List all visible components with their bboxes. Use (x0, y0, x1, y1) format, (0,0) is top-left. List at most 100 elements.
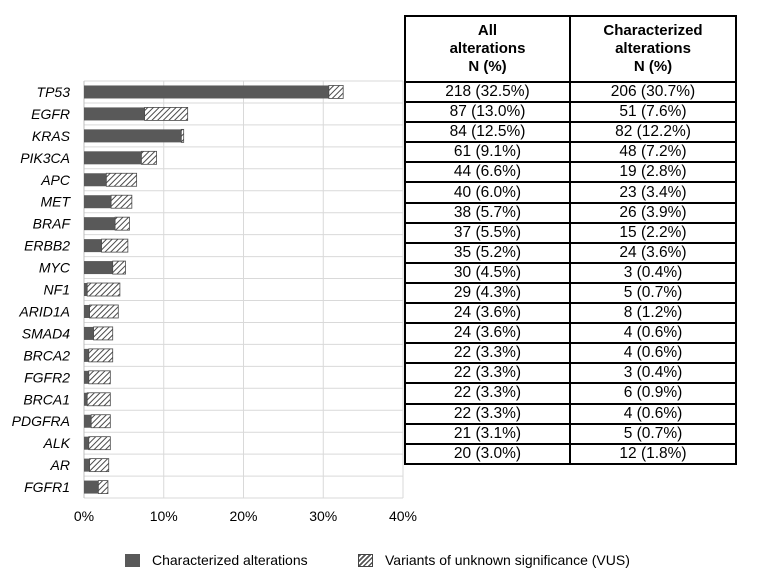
bar-segment-vus (180, 128, 185, 143)
table-row: 84 (12.5%) 82 (12.2%) (404, 121, 737, 144)
x-axis-ticks: 0% 10% 20% 30% 40% (74, 508, 417, 524)
cell-all-alterations: 21 (3.1%) (404, 422, 571, 445)
table-row: 21 (3.1%) 5 (0.7%) (404, 422, 737, 445)
cell-characterized-alterations: 3 (0.4%) (569, 261, 737, 284)
bar-segment-characterized (84, 151, 142, 165)
category-label: PIK3CA (20, 150, 70, 166)
bar-segment-vus (97, 480, 109, 494)
cell-characterized-alterations: 82 (12.2%) (569, 121, 737, 144)
category-label: BRCA1 (23, 391, 70, 407)
cell-characterized-alterations: 48 (7.2%) (569, 141, 737, 164)
header-all-alterations: All alterations N (%) (404, 15, 571, 83)
legend-label: Characterized alterations (152, 552, 308, 568)
bar-segment-vus (90, 414, 111, 429)
x-tick-label: 20% (229, 508, 257, 524)
bar-segment-characterized (84, 173, 107, 187)
bar-segment-vus (86, 282, 121, 297)
table-row: 22 (3.3%) 4 (0.6%) (404, 402, 737, 425)
bar-segment-vus (110, 194, 133, 209)
cell-characterized-alterations: 4 (0.6%) (569, 342, 737, 365)
table-row: 22 (3.3%) 6 (0.9%) (404, 382, 737, 405)
cell-all-alterations: 22 (3.3%) (404, 382, 571, 405)
header-line: Characterized (603, 22, 703, 39)
category-label: SMAD4 (22, 325, 70, 341)
bar-segment-characterized (84, 392, 88, 406)
category-label: KRAS (32, 128, 71, 144)
cell-all-alterations: 24 (3.6%) (404, 322, 571, 345)
bar-segment-vus (89, 304, 119, 319)
x-tick-label: 0% (74, 508, 94, 524)
cell-all-alterations: 38 (5.7%) (404, 201, 571, 224)
cell-all-alterations: 22 (3.3%) (404, 342, 571, 365)
cell-characterized-alterations: 15 (2.2%) (569, 221, 737, 244)
category-label: BRCA2 (23, 347, 70, 363)
bar-segment-characterized (84, 107, 145, 121)
bar-segment-characterized (84, 304, 90, 318)
bar-segment-vus (328, 85, 344, 99)
bar-segment-characterized (84, 195, 112, 209)
bar-segment-vus (86, 392, 111, 407)
table-row: 40 (6.0%) 23 (3.4%) (404, 181, 737, 204)
bar-segment-characterized (84, 480, 99, 494)
table-row: 61 (9.1%) 48 (7.2%) (404, 141, 737, 164)
cell-characterized-alterations: 4 (0.6%) (569, 402, 737, 425)
category-label: TP53 (37, 84, 71, 100)
header-line: alterations (615, 40, 691, 57)
category-label: APC (40, 172, 71, 188)
bar-segment-characterized (84, 348, 89, 362)
table-row: 22 (3.3%) 4 (0.6%) (404, 342, 737, 365)
cell-characterized-alterations: 3 (0.4%) (569, 362, 737, 385)
legend-label: Variants of unknown significance (VUS) (385, 552, 630, 568)
table-row: 37 (5.5%) 15 (2.2%) (404, 221, 737, 244)
bar-segment-vus (114, 216, 130, 231)
category-label: PDGFRA (12, 413, 70, 429)
category-label: FGFR2 (24, 369, 70, 385)
x-tick-label: 40% (389, 508, 417, 524)
header-line: N (%) (468, 58, 507, 75)
bar-segment-vus (144, 107, 189, 121)
solid-swatch-icon (125, 553, 140, 567)
bar-segment-characterized (84, 239, 102, 253)
bar-segment-vus (105, 172, 138, 187)
legend-item-characterized: Characterized alterations (125, 552, 308, 568)
table-row: 22 (3.3%) 3 (0.4%) (404, 362, 737, 385)
table-header-row: All alterations N (%) Characterized alte… (404, 15, 737, 83)
x-tick-label: 10% (150, 508, 178, 524)
table-row: 35 (5.2%) 24 (3.6%) (404, 241, 737, 264)
legend-item-vus: Variants of unknown significance (VUS) (358, 552, 630, 568)
cell-characterized-alterations: 24 (3.6%) (569, 241, 737, 264)
category-label: EGFR (31, 106, 70, 122)
bar-segment-characterized (84, 261, 113, 275)
header-line: alterations (449, 40, 526, 57)
cell-characterized-alterations: 19 (2.8%) (569, 161, 737, 184)
bar-segment-characterized (84, 436, 89, 450)
table-row: 44 (6.6%) 19 (2.8%) (404, 161, 737, 184)
cell-characterized-alterations: 6 (0.9%) (569, 382, 737, 405)
cell-all-alterations: 24 (3.6%) (404, 302, 571, 325)
cell-all-alterations: 44 (6.6%) (404, 161, 571, 184)
category-label: BRAF (33, 216, 72, 232)
category-label: ARID1A (18, 303, 70, 319)
bar-segment-vus (112, 260, 126, 275)
bar-segment-vus (88, 348, 114, 363)
cell-all-alterations: 22 (3.3%) (404, 402, 571, 425)
table-row: 30 (4.5%) 3 (0.4%) (404, 261, 737, 284)
chart-bars (84, 85, 344, 494)
cell-characterized-alterations: 8 (1.2%) (569, 302, 737, 325)
table-row: 29 (4.3%) 5 (0.7%) (404, 281, 737, 305)
category-label: ALK (43, 435, 71, 451)
table-row: 218 (32.5%) 206 (30.7%) (404, 80, 737, 104)
header-characterized-alterations: Characterized alterations N (%) (569, 15, 737, 83)
category-label: MYC (39, 260, 71, 276)
bar-segment-characterized (84, 283, 88, 297)
category-label: AR (50, 457, 70, 473)
cell-characterized-alterations: 4 (0.6%) (569, 322, 737, 345)
cell-characterized-alterations: 23 (3.4%) (569, 181, 737, 204)
cell-all-alterations: 22 (3.3%) (404, 362, 571, 385)
category-labels: TP53 EGFR KRAS PIK3CA APC MET BRAF ERBB2 MYC NF1 A… (12, 84, 72, 495)
bar-segment-vus (141, 150, 157, 165)
table-row: 24 (3.6%) 8 (1.2%) (404, 302, 737, 325)
bar-segment-characterized (84, 85, 329, 99)
bar-segment-characterized (84, 458, 90, 472)
